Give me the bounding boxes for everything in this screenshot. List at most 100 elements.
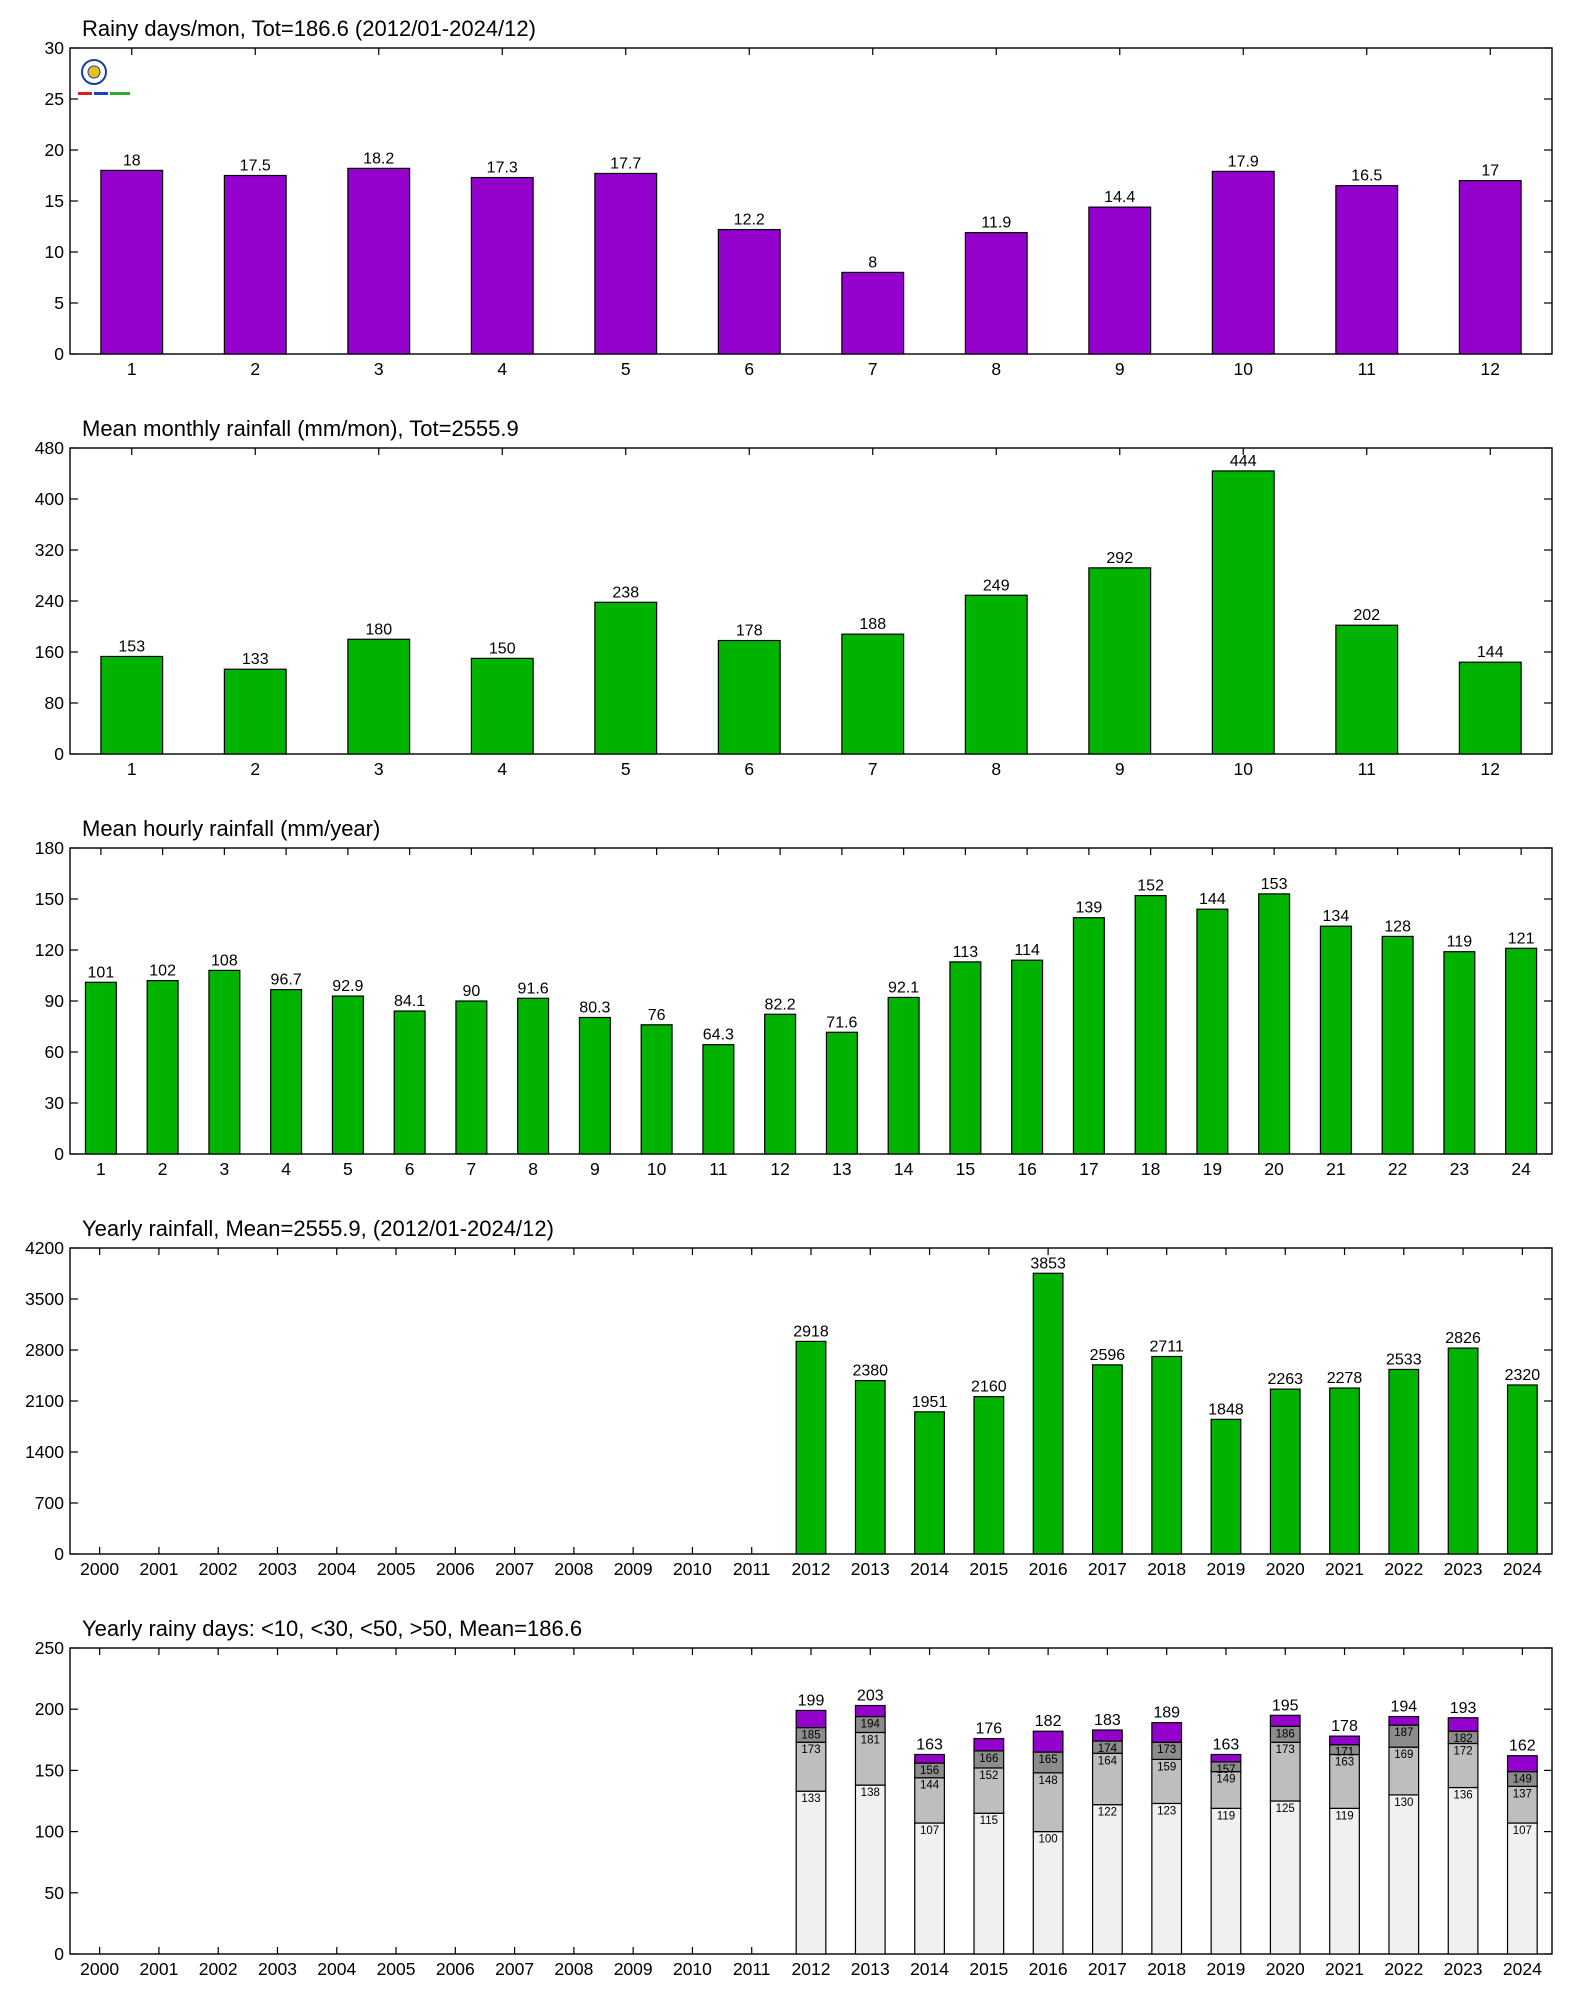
x-tick-label: 4 bbox=[497, 759, 507, 779]
bar bbox=[973, 1396, 1005, 1555]
x-tick-label: 2022 bbox=[1384, 1559, 1423, 1579]
x-tick-label: 2020 bbox=[1266, 1959, 1305, 1979]
segment-label: 119 bbox=[1335, 1810, 1353, 1822]
bar bbox=[347, 167, 411, 355]
y-tick-label: 80 bbox=[45, 693, 65, 713]
data-label: 18.2 bbox=[363, 150, 394, 167]
x-tick-label: 5 bbox=[621, 359, 631, 379]
chart-title: Yearly rainy days: <10, <30, <50, >50, M… bbox=[82, 1616, 582, 1641]
segment-label: 166 bbox=[979, 1753, 998, 1765]
bar bbox=[1032, 1272, 1064, 1555]
x-tick-label: 2008 bbox=[554, 1559, 593, 1579]
segment-label: 173 bbox=[801, 1744, 820, 1756]
stack-segment bbox=[1269, 1800, 1301, 1955]
data-label: 3853 bbox=[1030, 1255, 1066, 1272]
bar bbox=[100, 655, 164, 755]
data-label: 189 bbox=[1153, 1705, 1180, 1722]
stack-segment bbox=[1091, 1804, 1123, 1955]
data-label: 176 bbox=[975, 1721, 1002, 1738]
stack-segment bbox=[795, 1709, 827, 1729]
bar bbox=[1072, 917, 1105, 1155]
bar bbox=[1211, 470, 1275, 755]
data-label: 163 bbox=[916, 1736, 943, 1753]
x-tick-label: 2012 bbox=[792, 1559, 831, 1579]
x-tick-label: 2021 bbox=[1325, 1959, 1364, 1979]
bar bbox=[1458, 661, 1522, 755]
x-tick-label: 18 bbox=[1141, 1159, 1160, 1179]
y-tick-label: 2100 bbox=[25, 1391, 64, 1411]
data-label: 2160 bbox=[971, 1379, 1007, 1396]
segment-label: 165 bbox=[1039, 1754, 1058, 1766]
segment-label: 159 bbox=[1157, 1761, 1176, 1773]
segment-label: 149 bbox=[1513, 1774, 1532, 1786]
bar bbox=[331, 995, 364, 1155]
x-tick-label: 2005 bbox=[377, 1959, 416, 1979]
y-tick-label: 10 bbox=[45, 242, 65, 262]
x-tick-label: 12 bbox=[1481, 759, 1500, 779]
bar bbox=[914, 1411, 945, 1555]
data-label: 17 bbox=[1481, 163, 1499, 180]
x-tick-label: 2016 bbox=[1029, 1559, 1068, 1579]
data-label: 82.2 bbox=[765, 996, 796, 1013]
x-tick-label: 8 bbox=[991, 759, 1001, 779]
lab-logo bbox=[78, 59, 130, 95]
x-tick-label: 2004 bbox=[317, 1559, 356, 1579]
x-tick-label: 11 bbox=[709, 1159, 727, 1179]
data-label: 163 bbox=[1213, 1736, 1240, 1753]
x-tick-label: 2012 bbox=[792, 1959, 831, 1979]
data-label: 1848 bbox=[1208, 1401, 1244, 1418]
x-tick-label: 12 bbox=[770, 1159, 789, 1179]
data-label: 2380 bbox=[852, 1363, 888, 1380]
data-label: 150 bbox=[489, 640, 516, 657]
y-tick-label: 150 bbox=[35, 1760, 64, 1780]
data-label: 153 bbox=[1261, 876, 1288, 893]
x-tick-label: 21 bbox=[1326, 1159, 1345, 1179]
x-tick-label: 10 bbox=[1234, 759, 1254, 779]
y-tick-label: 0 bbox=[54, 344, 64, 364]
bar bbox=[1151, 1355, 1183, 1555]
data-label: 64.3 bbox=[703, 1027, 734, 1044]
data-label: 91.6 bbox=[518, 980, 549, 997]
y-tick-label: 200 bbox=[35, 1699, 64, 1719]
bar bbox=[1319, 925, 1352, 1155]
bar bbox=[84, 981, 117, 1155]
data-label: 444 bbox=[1230, 453, 1257, 470]
segment-label: 174 bbox=[1098, 1743, 1118, 1755]
y-tick-label: 700 bbox=[35, 1493, 64, 1513]
stack-segment bbox=[914, 1777, 945, 1824]
segment-label: 157 bbox=[1216, 1764, 1235, 1776]
stack-segment bbox=[1032, 1830, 1064, 1955]
bar bbox=[640, 1024, 673, 1155]
stack-segment bbox=[1210, 1807, 1242, 1955]
stack-segment bbox=[1091, 1729, 1123, 1742]
bar bbox=[347, 638, 411, 755]
x-tick-label: 2 bbox=[250, 759, 260, 779]
y-tick-label: 5 bbox=[54, 293, 64, 313]
bar bbox=[1335, 624, 1399, 755]
bar bbox=[1458, 180, 1522, 355]
x-tick-label: 8 bbox=[991, 359, 1001, 379]
data-label: 152 bbox=[1137, 878, 1164, 895]
segment-label: 186 bbox=[1276, 1728, 1295, 1740]
data-label: 8 bbox=[868, 254, 877, 271]
x-tick-label: 2 bbox=[158, 1159, 168, 1179]
x-tick-label: 2024 bbox=[1503, 1959, 1542, 1979]
x-tick-label: 7 bbox=[467, 1159, 477, 1179]
bar bbox=[1269, 1388, 1301, 1555]
data-label: 128 bbox=[1384, 918, 1411, 935]
x-tick-label: 7 bbox=[868, 759, 878, 779]
data-label: 153 bbox=[118, 638, 145, 655]
bar bbox=[1088, 567, 1152, 755]
x-tick-label: 2022 bbox=[1384, 1959, 1423, 1979]
stack-segment bbox=[973, 1812, 1005, 1955]
bar bbox=[223, 668, 287, 755]
stack-segment bbox=[1329, 1735, 1360, 1746]
bar bbox=[270, 989, 303, 1155]
data-label: 249 bbox=[983, 577, 1010, 594]
x-tick-label: 2001 bbox=[139, 1559, 178, 1579]
y-tick-label: 180 bbox=[35, 838, 64, 858]
stack-segment bbox=[1447, 1717, 1479, 1732]
x-tick-label: 13 bbox=[832, 1159, 851, 1179]
bar bbox=[100, 169, 164, 355]
